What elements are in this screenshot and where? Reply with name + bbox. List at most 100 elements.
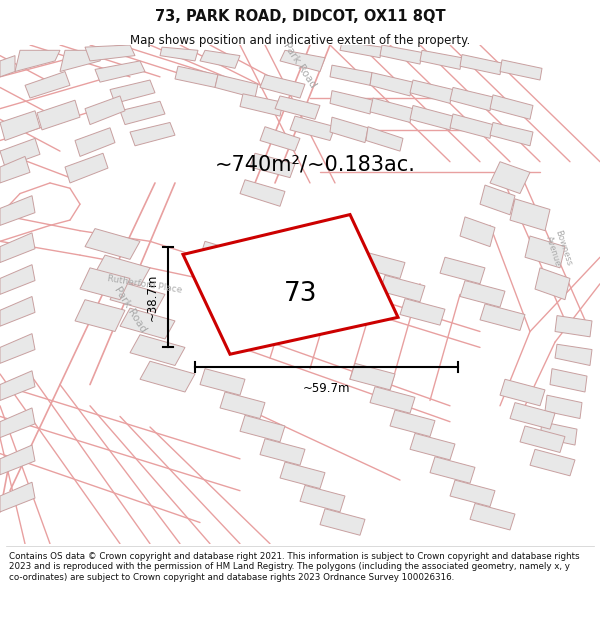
- Polygon shape: [15, 50, 60, 71]
- Polygon shape: [470, 503, 515, 530]
- Polygon shape: [160, 47, 198, 61]
- Polygon shape: [280, 462, 325, 489]
- Polygon shape: [520, 426, 565, 452]
- Polygon shape: [555, 316, 592, 337]
- Polygon shape: [320, 509, 365, 535]
- Polygon shape: [430, 457, 475, 483]
- Polygon shape: [530, 449, 575, 476]
- Polygon shape: [366, 127, 403, 151]
- Polygon shape: [130, 122, 175, 146]
- Polygon shape: [280, 50, 325, 71]
- Polygon shape: [60, 50, 105, 71]
- Polygon shape: [330, 91, 373, 114]
- Polygon shape: [0, 445, 35, 475]
- Polygon shape: [85, 45, 135, 61]
- Polygon shape: [175, 66, 218, 88]
- Polygon shape: [410, 433, 455, 460]
- Polygon shape: [0, 233, 35, 262]
- Polygon shape: [130, 335, 185, 366]
- Polygon shape: [0, 334, 35, 363]
- Polygon shape: [240, 180, 285, 206]
- Polygon shape: [535, 268, 570, 299]
- Polygon shape: [75, 127, 115, 156]
- Polygon shape: [500, 379, 545, 406]
- Text: 73: 73: [284, 281, 317, 307]
- Polygon shape: [390, 410, 435, 437]
- Polygon shape: [275, 96, 320, 119]
- Polygon shape: [80, 268, 130, 299]
- Polygon shape: [240, 94, 283, 116]
- Polygon shape: [0, 371, 35, 401]
- Polygon shape: [300, 486, 345, 512]
- Polygon shape: [460, 281, 505, 307]
- Polygon shape: [480, 185, 515, 215]
- Polygon shape: [120, 101, 165, 124]
- Polygon shape: [95, 61, 145, 82]
- Polygon shape: [260, 127, 300, 151]
- Polygon shape: [0, 264, 35, 294]
- Polygon shape: [510, 199, 550, 231]
- Text: ~59.7m: ~59.7m: [303, 382, 350, 395]
- Polygon shape: [500, 60, 542, 80]
- Polygon shape: [450, 480, 495, 507]
- Polygon shape: [460, 54, 502, 75]
- Polygon shape: [380, 45, 422, 64]
- Polygon shape: [110, 80, 155, 103]
- Polygon shape: [0, 482, 35, 512]
- Polygon shape: [75, 299, 125, 331]
- Polygon shape: [525, 236, 565, 268]
- Polygon shape: [0, 408, 35, 437]
- Text: Bowness
Avenue: Bowness Avenue: [543, 229, 573, 270]
- Polygon shape: [330, 117, 368, 142]
- Polygon shape: [0, 56, 15, 77]
- Polygon shape: [85, 229, 140, 259]
- Polygon shape: [380, 275, 425, 302]
- Polygon shape: [330, 65, 372, 86]
- Polygon shape: [200, 241, 240, 268]
- Polygon shape: [0, 111, 40, 141]
- Polygon shape: [240, 416, 285, 442]
- Polygon shape: [260, 75, 305, 98]
- Polygon shape: [490, 162, 530, 194]
- Polygon shape: [65, 153, 108, 183]
- Polygon shape: [215, 75, 258, 98]
- Polygon shape: [290, 116, 335, 141]
- Polygon shape: [370, 387, 415, 413]
- Polygon shape: [120, 308, 175, 339]
- Polygon shape: [0, 296, 35, 326]
- Polygon shape: [110, 282, 165, 312]
- Polygon shape: [550, 369, 587, 392]
- Polygon shape: [85, 96, 125, 124]
- Polygon shape: [510, 402, 555, 429]
- Polygon shape: [0, 138, 40, 167]
- Polygon shape: [460, 217, 495, 247]
- Polygon shape: [25, 71, 70, 98]
- Polygon shape: [400, 299, 445, 325]
- Polygon shape: [370, 98, 413, 122]
- Polygon shape: [220, 392, 265, 419]
- Polygon shape: [480, 304, 525, 331]
- Polygon shape: [230, 288, 270, 314]
- Polygon shape: [540, 422, 577, 445]
- Polygon shape: [215, 264, 255, 291]
- Polygon shape: [200, 369, 245, 395]
- Polygon shape: [410, 106, 453, 130]
- Polygon shape: [490, 122, 533, 146]
- Text: Park Road: Park Road: [112, 285, 148, 334]
- Polygon shape: [260, 439, 305, 465]
- Text: ~740m²/~0.183ac.: ~740m²/~0.183ac.: [215, 155, 416, 175]
- Polygon shape: [183, 214, 398, 354]
- Text: Contains OS data © Crown copyright and database right 2021. This information is : Contains OS data © Crown copyright and d…: [9, 552, 580, 582]
- Polygon shape: [0, 196, 35, 226]
- Polygon shape: [250, 153, 295, 178]
- Polygon shape: [490, 95, 533, 119]
- Polygon shape: [37, 100, 80, 130]
- Polygon shape: [0, 156, 30, 183]
- Polygon shape: [300, 270, 345, 296]
- Polygon shape: [450, 88, 493, 111]
- Text: Rutherford Place: Rutherford Place: [107, 274, 183, 295]
- Text: ~38.7m: ~38.7m: [146, 274, 158, 321]
- Text: 73, PARK ROAD, DIDCOT, OX11 8QT: 73, PARK ROAD, DIDCOT, OX11 8QT: [155, 9, 445, 24]
- Polygon shape: [140, 361, 195, 392]
- Polygon shape: [350, 363, 395, 390]
